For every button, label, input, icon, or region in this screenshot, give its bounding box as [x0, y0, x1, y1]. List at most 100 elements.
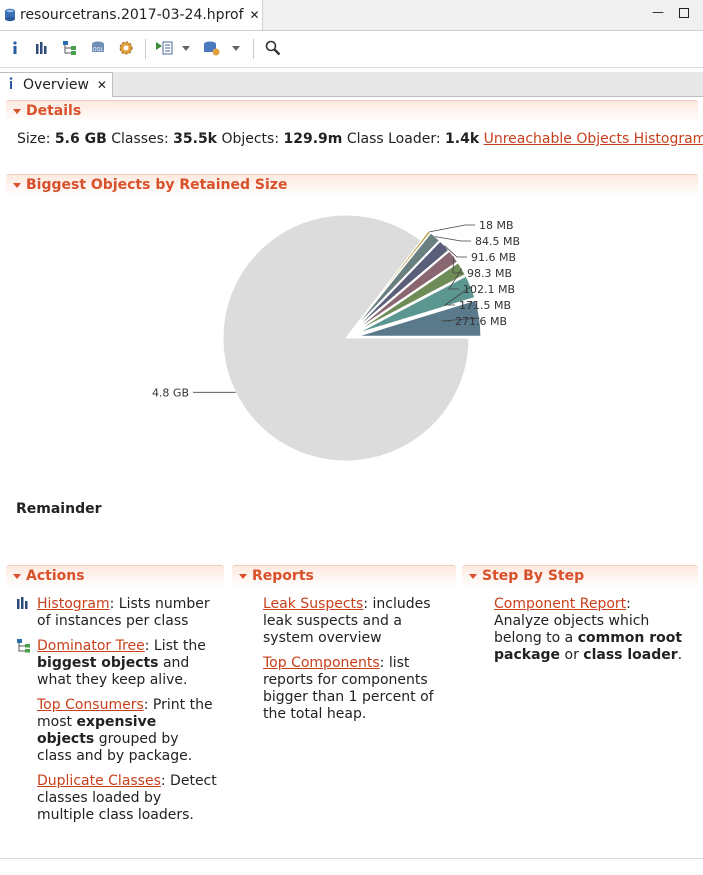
oql-icon[interactable]: OQL	[89, 39, 107, 57]
top-consumers-text-end: grouped by class and by package.	[37, 731, 193, 764]
top-components-link[interactable]: Top Components	[263, 655, 380, 671]
duplicate-classes-link[interactable]: Duplicate Classes	[37, 773, 161, 789]
minimize-icon[interactable]: —	[652, 5, 664, 19]
size-label: Size:	[17, 131, 51, 147]
component-report-bold-loader: class loader	[583, 647, 678, 663]
collapse-icon[interactable]	[13, 183, 21, 188]
classes-label: Classes:	[111, 131, 169, 147]
biggest-objects-title: Biggest Objects by Retained Size	[26, 177, 288, 193]
step-component-report: Component Report: Analyze objects which …	[494, 596, 684, 664]
pie-slice[interactable]	[357, 299, 482, 337]
slice-leader-line	[429, 224, 475, 233]
heap-dump-icon	[4, 8, 16, 22]
collapse-icon[interactable]	[13, 109, 21, 114]
action-dominator-tree: Dominator Tree: List the biggest objects…	[17, 638, 217, 689]
duplicate-classes-text: : Detect classes loaded by multiple clas…	[37, 773, 217, 823]
toolbar-separator	[253, 39, 254, 59]
action-histogram: Histogram: Lists number of instances per…	[17, 596, 217, 630]
dominator-tree-icon[interactable]	[61, 39, 79, 57]
close-icon[interactable]: ✕	[249, 8, 260, 22]
biggest-objects-pie-chart[interactable]: 271.6 MB 171.5 MB 102.1 MB 98.3 MB 91.6 MB 84…	[0, 205, 703, 505]
classes-value: 35.5k	[173, 131, 217, 147]
top-components-text: : list reports for components bigger tha…	[263, 655, 434, 722]
bottom-divider	[0, 858, 703, 859]
pie-slice[interactable]	[356, 275, 476, 334]
collapse-icon[interactable]	[13, 574, 21, 579]
run-report-dropdown-icon[interactable]	[180, 39, 192, 57]
pie-slice[interactable]	[222, 214, 470, 462]
slice-label: 102.1 MB	[463, 283, 515, 296]
actions-section-header[interactable]: Actions	[6, 565, 224, 588]
slice-label: 98.3 MB	[467, 267, 512, 280]
toolbar: OQL	[0, 31, 703, 68]
slice-leader-line	[452, 256, 463, 274]
details-title: Details	[26, 103, 82, 119]
slice-leader-line	[443, 286, 472, 306]
tab-overview-label: Overview	[23, 77, 89, 93]
histogram-description: : Lists number of instances per class	[37, 596, 210, 629]
editor-tab-strip: Overview ✕	[0, 72, 703, 97]
leak-suspects-text: : includes leak suspects and a system ov…	[263, 596, 431, 646]
query-browser-dropdown-icon[interactable]	[230, 39, 242, 57]
top-consumers-link[interactable]: Top Consumers	[37, 697, 144, 713]
collapse-icon[interactable]	[469, 574, 477, 579]
query-browser-icon[interactable]	[203, 39, 221, 57]
step-by-step-title: Step By Step	[482, 568, 585, 584]
unreachable-objects-histogram-link[interactable]: Unreachable Objects Histogram	[483, 131, 703, 147]
slice-leader-line	[444, 245, 467, 258]
reports-section-header[interactable]: Reports	[232, 565, 456, 588]
close-icon[interactable]: ✕	[96, 78, 107, 92]
action-duplicate-classes: Duplicate Classes: Detect classes loaded…	[37, 773, 217, 824]
histogram-icon[interactable]	[33, 39, 51, 57]
top-consumers-bold: expensive objects	[37, 714, 157, 747]
step-by-step-section-header[interactable]: Step By Step	[462, 565, 698, 588]
histogram-icon	[17, 597, 29, 614]
slice-label: 91.6 MB	[471, 251, 516, 264]
pie-slice[interactable]	[353, 232, 441, 330]
slice-label: 171.5 MB	[459, 299, 511, 312]
report-top-components: Top Components: list reports for compone…	[263, 655, 443, 723]
slice-leader-line	[435, 236, 471, 242]
maximize-icon[interactable]	[679, 8, 689, 18]
size-value: 5.6 GB	[54, 131, 107, 147]
toolbar-separator	[145, 39, 146, 59]
details-section-header[interactable]: Details	[6, 100, 698, 123]
details-summary: Size: 5.6 GB Classes: 35.5k Objects: 129…	[17, 131, 703, 147]
report-leak-suspects: Leak Suspects: includes leak suspects an…	[263, 596, 443, 647]
component-report-text-or: or	[560, 647, 584, 663]
histogram-link[interactable]: Histogram	[37, 596, 110, 612]
reports-title: Reports	[252, 568, 314, 584]
objects-label: Objects:	[221, 131, 280, 147]
pie-slice[interactable]	[355, 250, 459, 332]
svg-text:OQL: OQL	[93, 47, 104, 53]
slice-label: 18 MB	[479, 219, 514, 232]
slice-label: 4.8 GB	[152, 386, 189, 399]
dominator-tree-link[interactable]: Dominator Tree	[37, 638, 145, 654]
file-tab[interactable]: resourcetrans.2017-03-24.hprof ✕	[0, 0, 263, 30]
dominator-tree-text-end: and what they keep alive.	[37, 655, 190, 688]
component-report-link[interactable]: Component Report	[494, 596, 627, 612]
action-top-consumers: Top Consumers: Print the most expensive …	[37, 697, 217, 765]
info-icon[interactable]	[6, 39, 24, 57]
info-icon	[8, 77, 16, 93]
run-report-icon[interactable]	[155, 39, 173, 57]
dominator-tree-icon	[17, 639, 31, 658]
collapse-icon[interactable]	[239, 574, 247, 579]
actions-title: Actions	[26, 568, 85, 584]
slice-leader-line	[440, 317, 480, 322]
tab-overview[interactable]: Overview ✕	[0, 72, 113, 97]
top-consumers-text: : Print the most	[37, 697, 213, 730]
component-report-text-end: .	[677, 647, 683, 663]
pie-slice[interactable]	[354, 240, 450, 331]
editor-title-bar: resourcetrans.2017-03-24.hprof ✕ —	[0, 0, 703, 31]
biggest-objects-section-header[interactable]: Biggest Objects by Retained Size	[6, 174, 698, 197]
slice-label: 84.5 MB	[475, 235, 520, 248]
dominator-tree-text: : List the	[144, 638, 206, 654]
component-report-bold-package: common root package	[494, 630, 683, 663]
thread-overview-icon[interactable]	[117, 39, 135, 57]
leak-suspects-link[interactable]: Leak Suspects	[263, 596, 364, 612]
search-icon[interactable]	[264, 39, 282, 57]
remainder-label: Remainder	[16, 501, 102, 517]
objects-value: 129.9m	[283, 131, 343, 147]
file-tab-label: resourcetrans.2017-03-24.hprof	[20, 7, 244, 23]
